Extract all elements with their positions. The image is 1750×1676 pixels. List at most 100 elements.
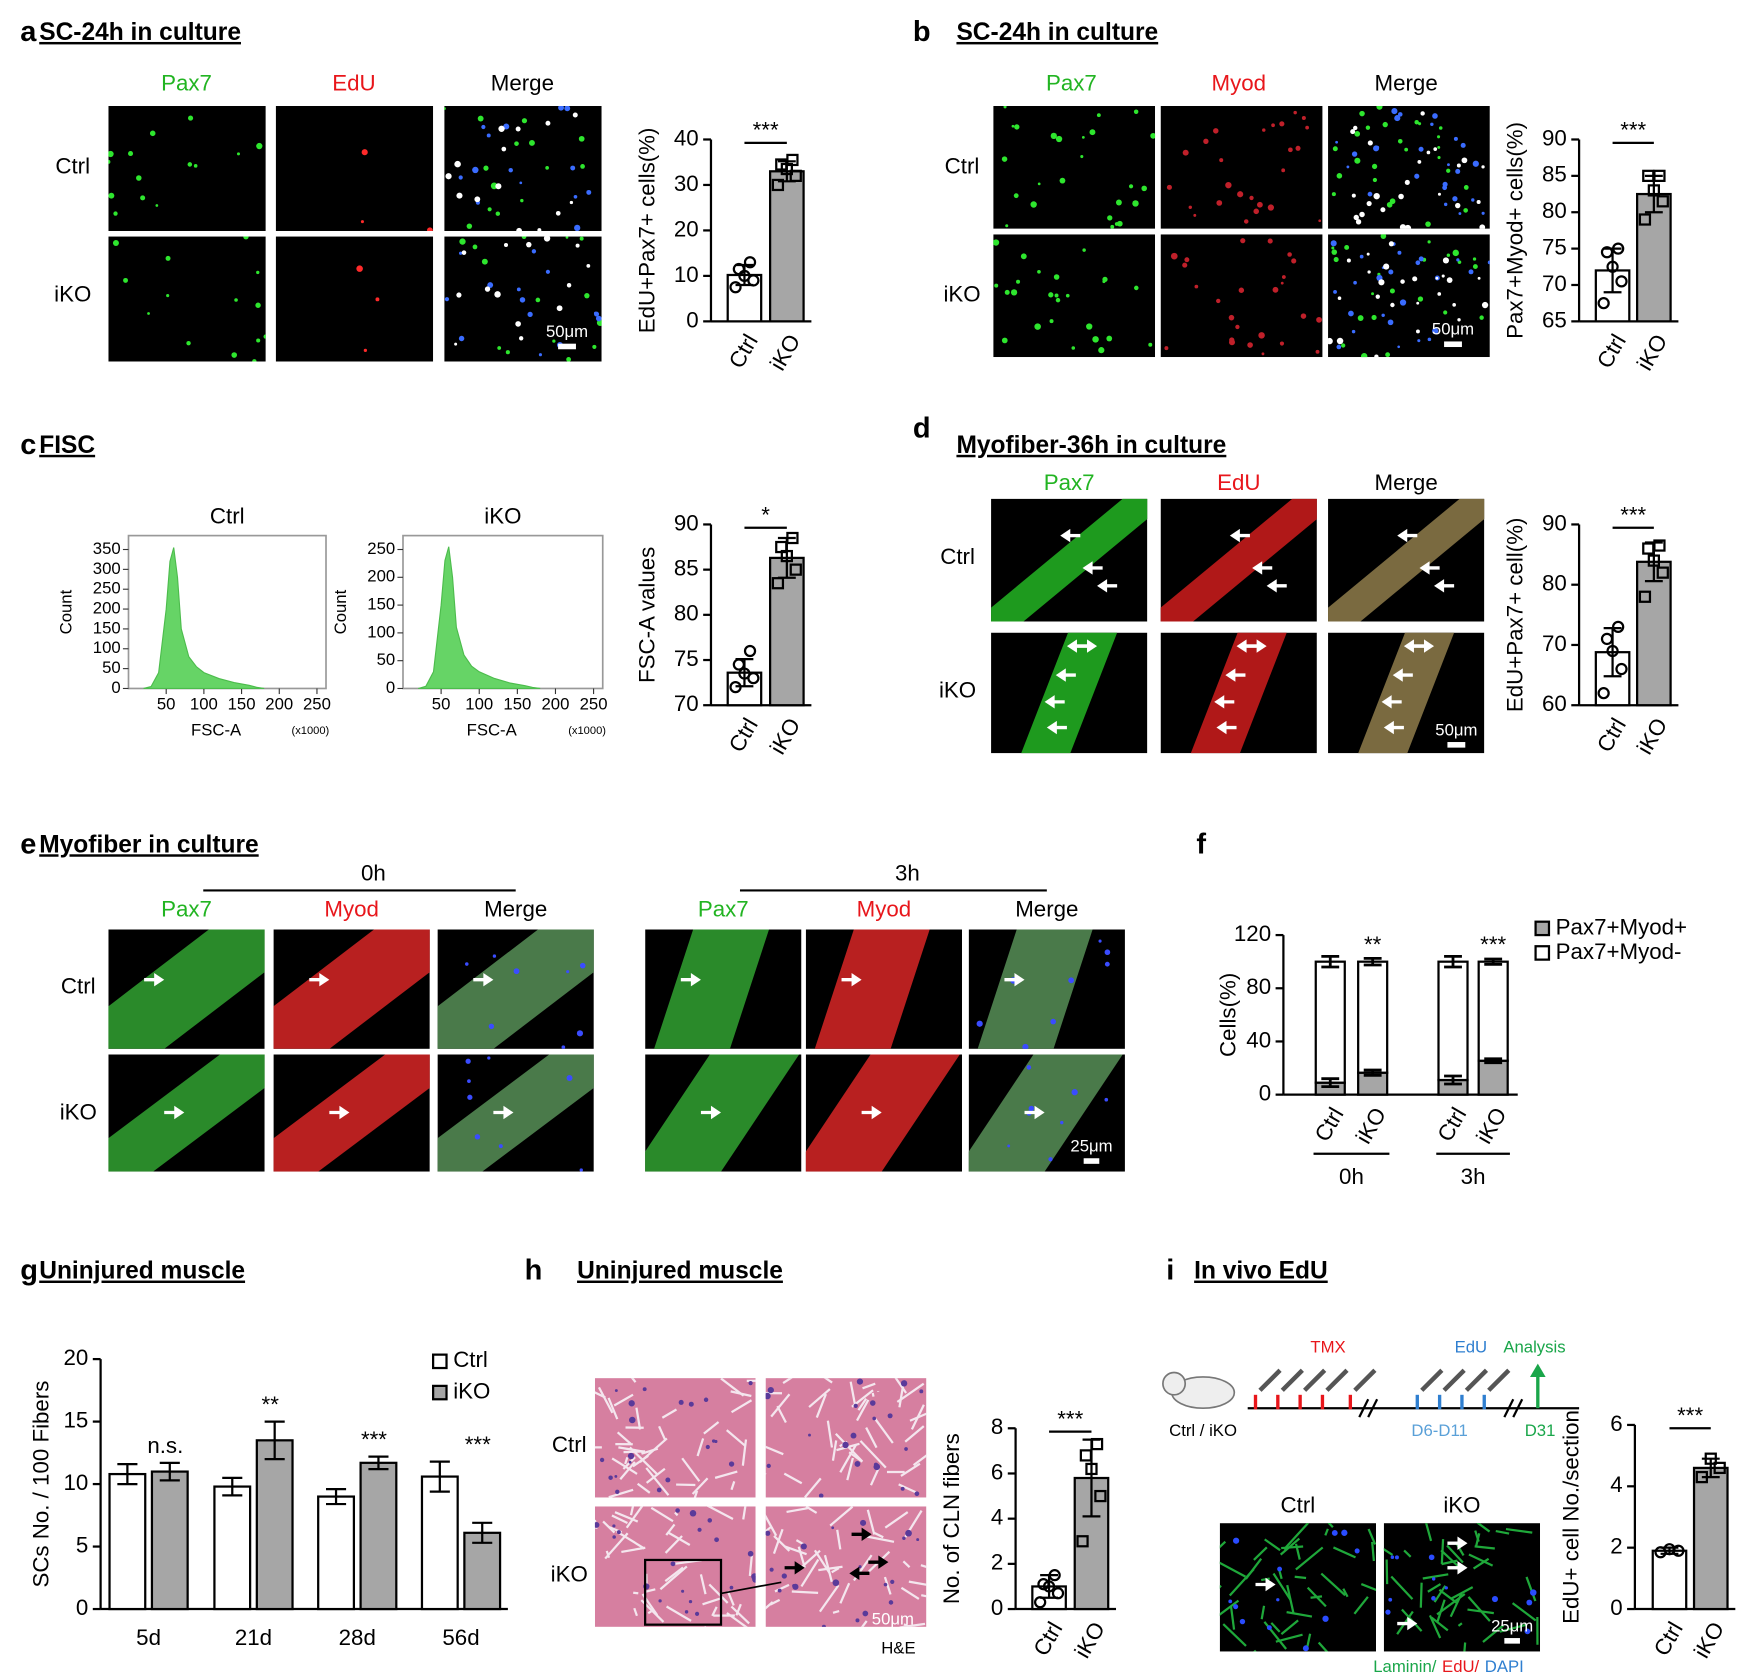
cell [1228, 1599, 1233, 1604]
membrane [873, 1417, 894, 1444]
cell [472, 166, 479, 174]
cell [1030, 201, 1037, 208]
cell [484, 286, 491, 292]
cell [1068, 977, 1075, 984]
cell [1414, 173, 1420, 179]
membrane [849, 1381, 856, 1404]
x-axis-label: FSC-A [467, 720, 518, 739]
micrograph [108, 929, 265, 1049]
cell [615, 1489, 620, 1494]
membrane [1317, 1641, 1329, 1652]
cell [1164, 346, 1169, 351]
column-label: Pax7 [161, 896, 212, 921]
membrane [1422, 1573, 1449, 1580]
cell [575, 243, 580, 248]
histogram-area [143, 547, 265, 690]
cell [495, 183, 502, 190]
legend-label: Pax7+Myod+ [1556, 914, 1687, 939]
cell [1385, 1609, 1391, 1615]
cell [1526, 1599, 1533, 1606]
x-tick-label: Ctrl [1432, 1103, 1471, 1146]
cell [1394, 1555, 1399, 1560]
cell [675, 1508, 680, 1513]
cell [1011, 124, 1015, 128]
x-tick-label: 5d [136, 1625, 161, 1650]
significance-label: *** [753, 118, 779, 143]
data-point [786, 153, 799, 167]
membrane [900, 1586, 920, 1600]
cell [515, 321, 521, 327]
cell [616, 1530, 621, 1535]
arrow-head [1265, 1577, 1276, 1592]
cell [1399, 299, 1407, 306]
panel-letter: e [20, 828, 36, 860]
y-tick-label: 70 [674, 691, 699, 716]
chart-title: iKO [484, 504, 521, 529]
membrane [1244, 1558, 1263, 1580]
cell [1373, 145, 1380, 152]
cell [558, 106, 564, 111]
x-tick-label: 150 [228, 695, 256, 714]
membrane [826, 1420, 834, 1448]
cell [862, 1610, 869, 1617]
cell [123, 277, 128, 283]
cell [1336, 337, 1344, 345]
micrograph [805, 1054, 963, 1172]
arrow-head [1419, 561, 1430, 575]
cell [860, 1519, 867, 1526]
y-tick-label: 0 [1259, 1081, 1271, 1106]
cell [360, 220, 364, 224]
cell [1333, 290, 1337, 294]
cell [1001, 156, 1008, 162]
panel-letter: h [525, 1255, 543, 1287]
cell [363, 348, 368, 352]
membrane [735, 1603, 742, 1616]
arrow-head [871, 1105, 882, 1120]
x-tick-label: 100 [190, 695, 218, 714]
y-tick-label: 20 [64, 1345, 89, 1370]
cell [498, 1144, 503, 1149]
cell [545, 120, 551, 126]
cell [486, 133, 491, 138]
arrow-head [1055, 668, 1066, 682]
cell [628, 1460, 632, 1464]
significance-label: ** [1364, 932, 1382, 957]
y-axis-label: EdU+ cell No./section [1558, 1410, 1583, 1624]
cell [1054, 293, 1059, 298]
membrane [829, 1506, 854, 1527]
cell [1331, 1530, 1338, 1536]
cell [1114, 222, 1119, 226]
cell [769, 1567, 774, 1572]
y-tick-label: 2 [1610, 1534, 1622, 1559]
membrane [1264, 1538, 1281, 1552]
y-tick-label: 100 [367, 622, 395, 641]
membrane [629, 1506, 635, 1516]
cell [1481, 165, 1485, 169]
cell [128, 151, 134, 157]
membrane [1270, 1622, 1281, 1633]
membrane [899, 1622, 926, 1627]
cell [1354, 1548, 1360, 1554]
y-tick-label: 5 [76, 1532, 88, 1557]
cell [1418, 146, 1424, 152]
membrane [910, 1404, 925, 1430]
cell [1341, 1529, 1348, 1536]
membrane [902, 1560, 911, 1569]
y-tick-label: 80 [1542, 198, 1567, 223]
data-point [1090, 1437, 1104, 1451]
cell [586, 189, 592, 195]
fiber [814, 929, 930, 1049]
cell [1367, 270, 1371, 274]
panel-title: Myofiber-36h in culture [956, 432, 1226, 459]
cell [518, 336, 524, 341]
y-tick-label: 90 [1542, 510, 1567, 535]
membrane [667, 1531, 691, 1546]
membrane [1440, 1539, 1445, 1564]
x-tick-label: iKO [1471, 1103, 1511, 1148]
cell [642, 1387, 647, 1392]
y-tick-label: 0 [76, 1595, 88, 1620]
cell [494, 291, 501, 298]
cell [586, 264, 591, 268]
cell [521, 118, 528, 124]
data-point [1647, 184, 1660, 197]
